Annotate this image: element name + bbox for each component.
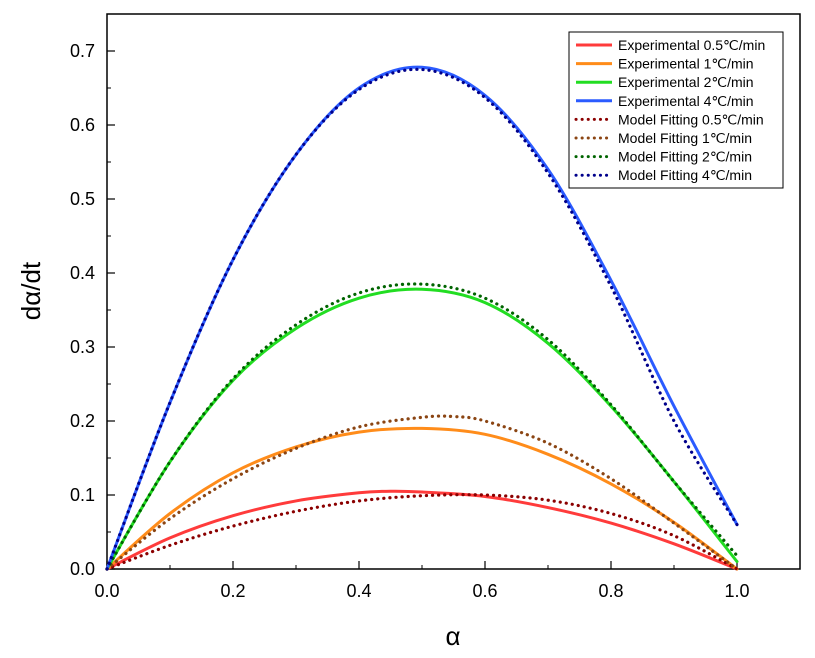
y-tick-label: 0.2 xyxy=(70,411,95,431)
series-line xyxy=(105,493,739,571)
x-tick-label: 0.0 xyxy=(94,581,119,601)
x-tick-label: 1.0 xyxy=(724,581,749,601)
legend-label: Experimental 1℃/min xyxy=(618,56,754,72)
plot-frame xyxy=(106,13,801,570)
series-line xyxy=(105,282,739,571)
x-tick-label: 0.8 xyxy=(598,581,623,601)
y-tick-label: 0.0 xyxy=(70,559,95,579)
legend-label: Experimental 2℃/min xyxy=(618,74,754,90)
series-line xyxy=(105,67,739,571)
y-tick-label: 0.4 xyxy=(70,263,95,283)
y-tick-label: 0.6 xyxy=(70,115,95,135)
legend-box xyxy=(568,31,784,189)
legend-label: Experimental 4℃/min xyxy=(618,93,754,109)
series-line xyxy=(105,489,739,571)
y-tick-label: 0.5 xyxy=(70,189,95,209)
y-tick-label: 0.3 xyxy=(70,337,95,357)
x-axis-title: α xyxy=(445,621,460,651)
x-tick-label: 0.2 xyxy=(220,581,245,601)
y-tick-label: 0.1 xyxy=(70,485,95,505)
legend-label: Model Fitting 1℃/min xyxy=(618,130,752,146)
series-line xyxy=(105,414,739,571)
y-tick-label: 0.7 xyxy=(70,41,95,61)
axis-ticks: 0.0 0.2 0.4 0.6 0.8 1.0 0.0 0.1 0.2 0.3 0.4 0.5 0.6 0… xyxy=(70,41,750,601)
legend-label: Model Fitting 2℃/min xyxy=(618,149,752,165)
x-tick-label: 0.4 xyxy=(346,581,371,601)
series-layer xyxy=(105,65,739,571)
legend-label: Model Fitting 0.5℃/min xyxy=(618,111,764,127)
legend-label: Model Fitting 4℃/min xyxy=(618,167,752,183)
x-tick-label: 0.6 xyxy=(472,581,497,601)
series-line xyxy=(105,287,739,571)
legend-label: Experimental 0.5℃/min xyxy=(618,37,765,53)
legend: Experimental 0.5℃/min Experimental 1℃/min… xyxy=(568,31,784,189)
series-line xyxy=(105,426,739,571)
y-axis-title: dα/dt xyxy=(16,261,46,320)
